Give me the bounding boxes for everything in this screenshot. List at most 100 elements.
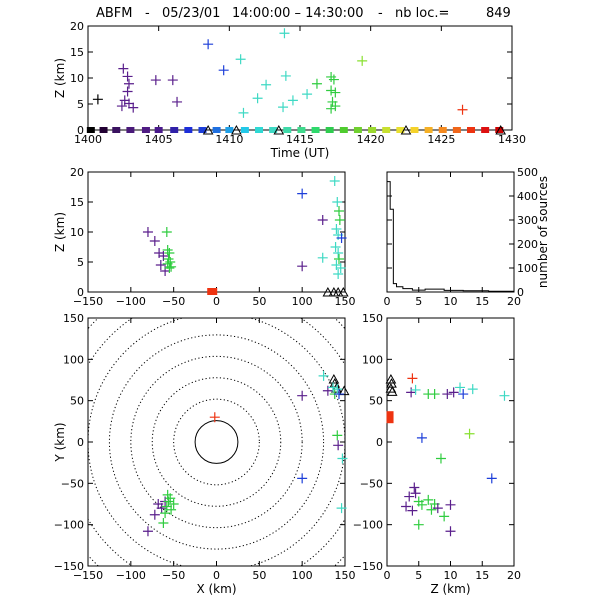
source-marker: [160, 508, 171, 519]
title-count-label: nb loc.=: [395, 6, 449, 21]
source-marker: [142, 526, 153, 537]
source-marker: [297, 473, 308, 484]
y-tick-label: 15: [70, 46, 84, 59]
y-tick-label: 5: [77, 98, 84, 111]
y-tick-label: 10: [70, 72, 84, 85]
source-marker: [161, 227, 172, 237]
source-marker: [297, 390, 308, 401]
source-marker: [332, 384, 343, 395]
y-tick-label: −100: [54, 519, 84, 532]
time-bin-marker: [86, 127, 95, 133]
y-tick-label: 50: [369, 395, 383, 408]
y-tick-label: 20: [70, 166, 84, 179]
source-marker: [407, 373, 418, 384]
time-bin-marker: [396, 127, 405, 133]
source-marker: [122, 71, 133, 82]
range-ring: [194, 420, 239, 464]
source-marker: [149, 509, 160, 520]
x-tick-label: 10: [444, 569, 458, 582]
x-tick-label: −150: [73, 569, 103, 582]
time-bin-marker: [154, 127, 163, 133]
x-tick-label: 1415: [286, 133, 314, 146]
y-tick-label: 150: [362, 312, 383, 325]
station-triangle: [400, 124, 412, 135]
y-tick-label: 100: [362, 353, 383, 366]
x-tick-label: 0: [213, 295, 220, 308]
time-bin-marker: [126, 127, 135, 133]
time-bin-marker: [325, 127, 334, 133]
source-marker: [464, 428, 475, 439]
source-marker: [326, 103, 337, 114]
station-triangle: [322, 286, 334, 297]
station-triangle: [231, 124, 242, 135]
source-marker: [297, 261, 308, 272]
source-marker: [317, 215, 328, 225]
source-marker: [311, 78, 322, 89]
y-tick-label: 50: [70, 395, 84, 408]
y-tick-label: 100: [517, 262, 538, 275]
source-marker: [252, 93, 263, 104]
time-bin-marker: [240, 127, 249, 133]
source-marker: [123, 78, 134, 89]
title-dash: -: [145, 6, 150, 21]
source-marker: [116, 101, 127, 112]
source-marker: [334, 254, 345, 264]
y-tick-label: 400: [517, 190, 538, 203]
x-tick-label: 20: [507, 295, 521, 308]
station-triangle: [495, 124, 507, 135]
source-marker: [331, 224, 342, 234]
x-tick-label: −150: [73, 295, 103, 308]
source-marker: [165, 257, 176, 267]
x-tick-label: 50: [252, 295, 266, 308]
source-marker: [439, 511, 450, 522]
time-bin-marker: [410, 127, 419, 133]
y-tick-label: 150: [63, 312, 84, 325]
source-marker: [486, 473, 497, 484]
station-triangle: [328, 373, 340, 384]
source-marker: [328, 74, 339, 85]
plan-view-panel: −150 −100 −50 0 50 100 150 −150 −100 −50 0 50 100 150…: [53, 312, 356, 596]
time-bin-marker: [495, 127, 504, 133]
source-marker: [445, 526, 456, 537]
source-marker: [238, 107, 249, 118]
source-marker: [333, 440, 344, 451]
x-tick-label: −50: [162, 295, 185, 308]
y-tick-label: 500: [517, 166, 538, 179]
source-marker: [426, 504, 437, 515]
x-tick-label: 0: [213, 569, 220, 582]
source-marker: [467, 384, 478, 395]
x-tick-label: −100: [116, 295, 146, 308]
source-marker: [404, 491, 415, 502]
source-marker: [118, 63, 129, 74]
x-tick-label: 5: [415, 569, 422, 582]
source-marker: [287, 95, 298, 106]
origin-marker: [207, 288, 218, 295]
y-axis-title: Z (km): [53, 212, 67, 252]
source-marker: [279, 28, 290, 39]
time-bin-marker: [184, 127, 193, 133]
x-tick-label: 100: [292, 569, 313, 582]
time-bin-marker: [382, 127, 391, 133]
x-tick-label: 1430: [498, 133, 526, 146]
time-bin-marker: [283, 127, 292, 133]
histogram-line: [386, 181, 514, 292]
range-ring: [108, 334, 325, 550]
time-bin-marker: [368, 127, 377, 133]
source-marker: [142, 227, 153, 237]
source-marker: [297, 188, 308, 199]
source-marker: [432, 503, 443, 514]
source-marker: [413, 519, 424, 530]
title-dash-2: -: [378, 6, 383, 21]
source-marker: [203, 39, 214, 50]
source-marker: [357, 55, 368, 66]
x-tick-label: 1410: [215, 133, 243, 146]
source-marker: [409, 482, 420, 493]
x-tick-label: 20: [507, 569, 521, 582]
y-vs-height-panel: 0 5 10 15 20 −150 −100 −50 0 50 100 150 Z (km): [353, 312, 521, 596]
source-marker: [455, 382, 466, 393]
x-axis-title: Z (km): [430, 582, 470, 596]
station-triangle: [338, 385, 350, 396]
range-rings: [88, 318, 345, 566]
y-tick-label: −50: [360, 477, 383, 490]
source-marker: [166, 504, 177, 515]
